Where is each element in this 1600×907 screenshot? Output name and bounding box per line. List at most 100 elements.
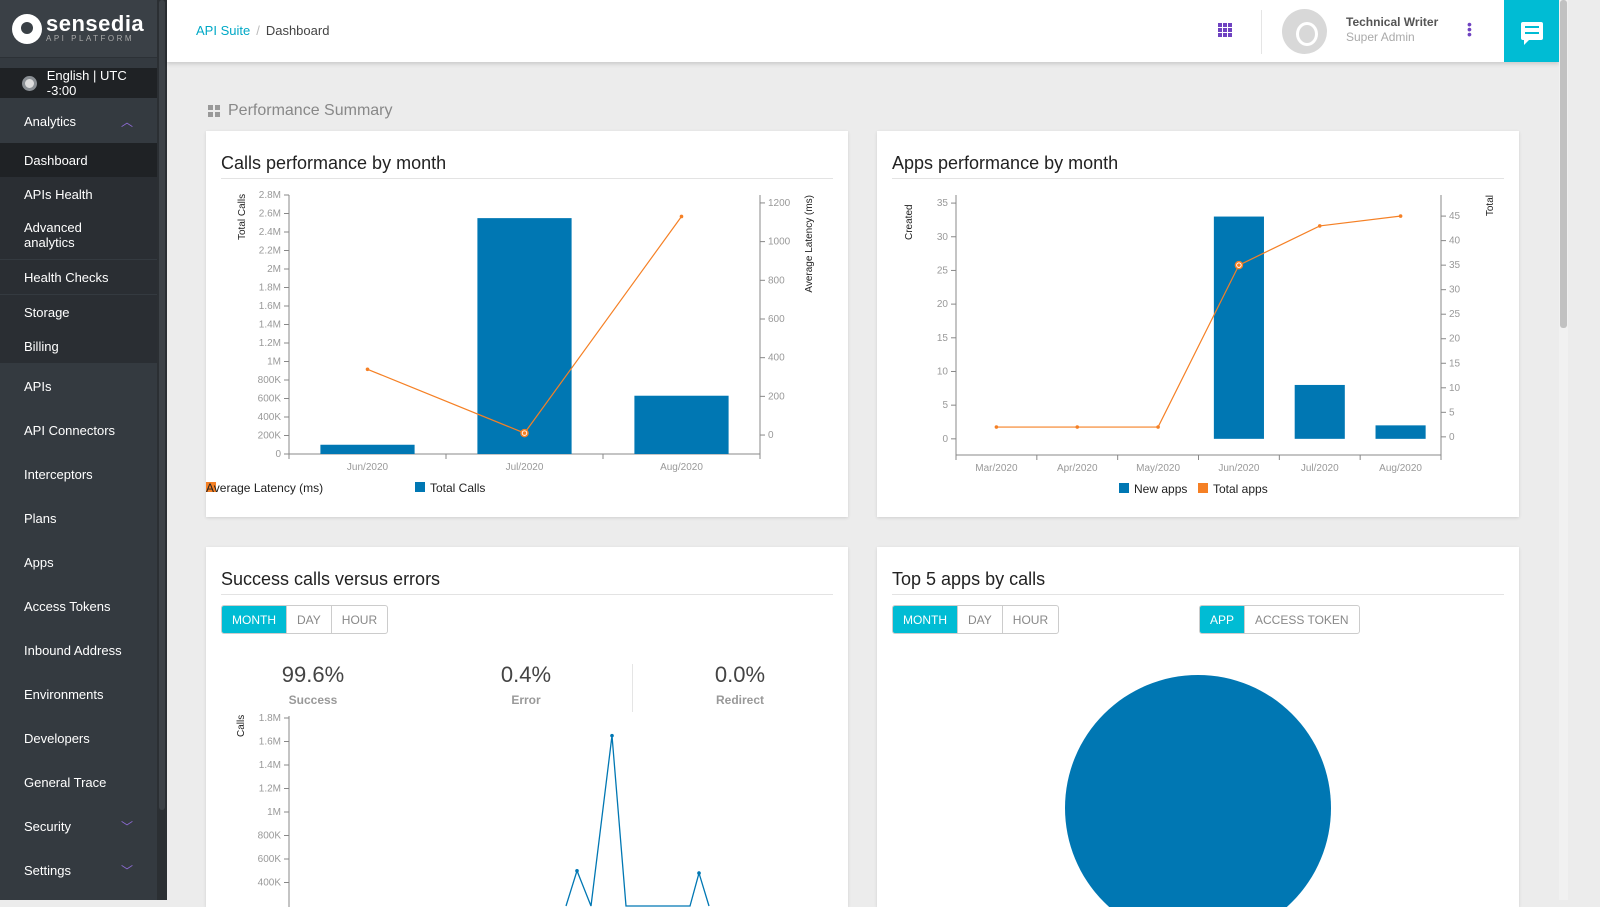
sidebar-item-storage[interactable]: Storage	[0, 295, 157, 329]
apps-grid-icon[interactable]	[1218, 23, 1232, 37]
y-tick-label: 200K	[258, 431, 282, 442]
y2-tick-label: 800	[768, 275, 785, 286]
y-tick-label: 2.4M	[259, 227, 281, 238]
line-point	[697, 871, 701, 875]
sidebar-item-dashboard[interactable]: Dashboard	[0, 143, 157, 177]
sidebar-item-apis[interactable]: APIs	[0, 364, 157, 408]
line-point	[610, 733, 614, 738]
breadcrumb: API Suite / Dashboard	[196, 23, 330, 38]
divider	[1261, 10, 1262, 54]
sidebar-item-interceptors[interactable]: Interceptors	[0, 452, 157, 496]
y-tick-label: 15	[937, 333, 949, 344]
line-point	[1317, 224, 1322, 228]
period-day-button[interactable]: DAY	[286, 606, 331, 633]
top5-pie-chart	[1065, 675, 1331, 907]
sidebar-item-label: Analytics	[24, 113, 77, 129]
line-point	[575, 868, 579, 873]
sidebar-item-label: Environments	[24, 686, 104, 702]
period-hour-button[interactable]: HOUR	[330, 606, 387, 633]
period-toggle: MONTH DAY HOUR	[892, 605, 1060, 634]
sidebar-item-api-connectors[interactable]: API Connectors	[0, 408, 157, 452]
sidebar-scroll-thumb[interactable]	[159, 0, 165, 810]
y2-tick-label: 600	[768, 314, 785, 325]
sidebar-item-inbound-address[interactable]: Inbound Address	[0, 628, 157, 672]
legend-swatch	[1119, 483, 1129, 493]
sidebar-item-advanced-analytics[interactable]: Advanced analytics	[0, 211, 157, 259]
y2-tick-label: 0	[1449, 432, 1455, 443]
y-tick-label: 400K	[258, 412, 282, 423]
locale-label: English | UTC -3:00	[46, 68, 127, 98]
x-tick-label: Jul/2020	[506, 462, 544, 473]
bar	[477, 218, 572, 454]
legend-label: New apps	[1134, 482, 1187, 496]
locale-selector[interactable]: English | UTC -3:00	[0, 68, 157, 98]
sidebar-item-access-tokens[interactable]: Access Tokens	[0, 584, 157, 628]
sidebar-item-environments[interactable]: Environments	[0, 672, 157, 716]
mode-app-button[interactable]: APP	[1200, 606, 1245, 633]
card-title: Success calls versus errors	[221, 569, 441, 589]
calls-line-chart: 400K 600K 800K 1M 1.2M 1.4M 1.6M 1.8M Calls	[236, 713, 710, 907]
stat-success: 99.6% Success	[281, 662, 345, 707]
bar	[1294, 384, 1345, 439]
legend-swatch	[415, 482, 425, 492]
calls-line	[565, 735, 710, 907]
period-day-button[interactable]: DAY	[957, 606, 1002, 633]
y2-tick-label: 1000	[768, 237, 791, 248]
mode-access-token-button[interactable]: ACCESS TOKEN	[1244, 606, 1359, 633]
chevron-down-icon[interactable]: ﹀	[120, 819, 133, 834]
y2-tick-label: 45	[1449, 211, 1461, 222]
chat-button[interactable]	[1504, 0, 1559, 62]
stat-redirect: 0.0% Redirect	[714, 662, 766, 707]
top5-apps-card: Top 5 apps by calls MONTH DAY HOUR APP ACCE…	[877, 547, 1519, 907]
latency-line	[996, 215, 1401, 428]
sidebar-item-label: Settings	[24, 862, 71, 878]
pie-slice	[1065, 675, 1331, 907]
sidebar-item-plans[interactable]: Plans	[0, 496, 157, 540]
x-tick-label: Aug/2020	[1379, 463, 1422, 474]
sidebar-item-general-trace[interactable]: General Trace	[0, 760, 157, 804]
x-tick-label: Jul/2020	[1301, 463, 1339, 474]
chevron-down-icon[interactable]: ﹀	[120, 863, 133, 878]
y-axis-title: Calls	[236, 715, 247, 737]
sidebar-item-label: Developers	[24, 730, 90, 746]
y2-axis-title: Average Latency (ms)	[804, 195, 815, 293]
line-point	[522, 431, 527, 435]
sidebar-item-settings[interactable]: Settings ﹀	[0, 848, 157, 892]
period-month-button[interactable]: MONTH	[893, 606, 957, 633]
sidebar-item-label: Dashboard	[24, 152, 88, 168]
breadcrumb-api-suite[interactable]: API Suite	[196, 23, 251, 38]
sensedia-logo[interactable]: sensedia API PLATFORM	[0, 0, 157, 58]
avatar[interactable]	[1282, 9, 1327, 54]
chat-icon	[1520, 22, 1543, 45]
dashboard-icon	[208, 105, 220, 117]
y-tick-label: 2.6M	[259, 209, 281, 220]
sidebar-item-apps[interactable]: Apps	[0, 540, 157, 584]
sidebar-item-analytics[interactable]: Analytics ︿	[0, 104, 157, 138]
x-tick-label: Jun/2020	[1218, 463, 1260, 474]
page-scrollbar[interactable]	[1559, 0, 1568, 900]
sidebar-item-label: Storage	[24, 304, 70, 320]
sidebar-item-label: APIs Health	[24, 186, 93, 202]
legend-swatch	[1198, 483, 1208, 493]
y2-tick-label: 0	[768, 430, 774, 441]
sidebar-item-billing[interactable]: Billing	[0, 329, 157, 363]
more-vert-icon[interactable]: • • •	[1467, 16, 1472, 42]
sidebar-item-security[interactable]: Security ﹀	[0, 804, 157, 848]
y-tick-label: 1M	[267, 357, 281, 368]
y-tick-label: 1.6M	[259, 737, 281, 748]
calls-performance-chart: 0 200K 400K 600K 800K 1M 1.2M 1.4M 1.6M 1.8M 2M 2.2…	[206, 190, 815, 495]
page-scroll-thumb[interactable]	[1560, 0, 1567, 328]
legend-label: Average Latency (ms)	[206, 481, 323, 495]
apps-performance-chart: 0 5 10 15 20 25 30 35 0 5 10 15 20 25 30 35 40 45 Mar/2020…	[904, 195, 1496, 496]
sidebar-item-apis-health[interactable]: APIs Health	[0, 177, 157, 211]
y-tick-label: 2M	[267, 264, 281, 275]
y-tick-label: 1.4M	[259, 320, 281, 331]
sidebar-item-developers[interactable]: Developers	[0, 716, 157, 760]
chevron-up-icon[interactable]: ︿	[120, 114, 133, 129]
period-month-button[interactable]: MONTH	[222, 606, 286, 633]
legend-swatch	[206, 482, 216, 492]
bar	[1213, 216, 1264, 439]
y2-tick-label: 10	[1449, 383, 1461, 394]
period-hour-button[interactable]: HOUR	[1001, 606, 1058, 633]
sidebar-item-health-checks[interactable]: Health Checks	[0, 260, 157, 294]
